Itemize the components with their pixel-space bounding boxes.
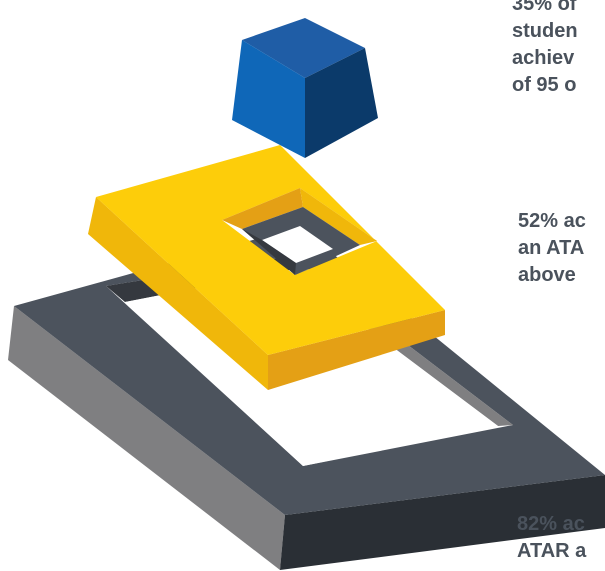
stat-top-line-1: 35% of <box>512 0 577 15</box>
stat-middle-line-3: above <box>518 264 576 286</box>
stat-middle-text: 52% ac an ATA above <box>518 208 586 289</box>
gold-square-frame-icon <box>88 145 445 390</box>
blue-cube-icon <box>232 18 378 158</box>
stat-top-line-2: studen <box>512 20 578 42</box>
stat-top-line-4: of 95 o <box>512 74 577 96</box>
stat-top-text: 35% of studen achiev of 95 o <box>512 0 578 99</box>
stat-middle-line-2: an ATA <box>518 237 585 259</box>
stat-bottom-text: 82% ac ATAR a <box>517 511 586 565</box>
stat-middle-line-1: 52% ac <box>518 210 586 232</box>
stat-top-line-3: achiev <box>512 47 575 69</box>
stat-bottom-line-2: ATAR a <box>517 540 587 562</box>
stat-bottom-line-1: 82% ac <box>517 513 585 535</box>
